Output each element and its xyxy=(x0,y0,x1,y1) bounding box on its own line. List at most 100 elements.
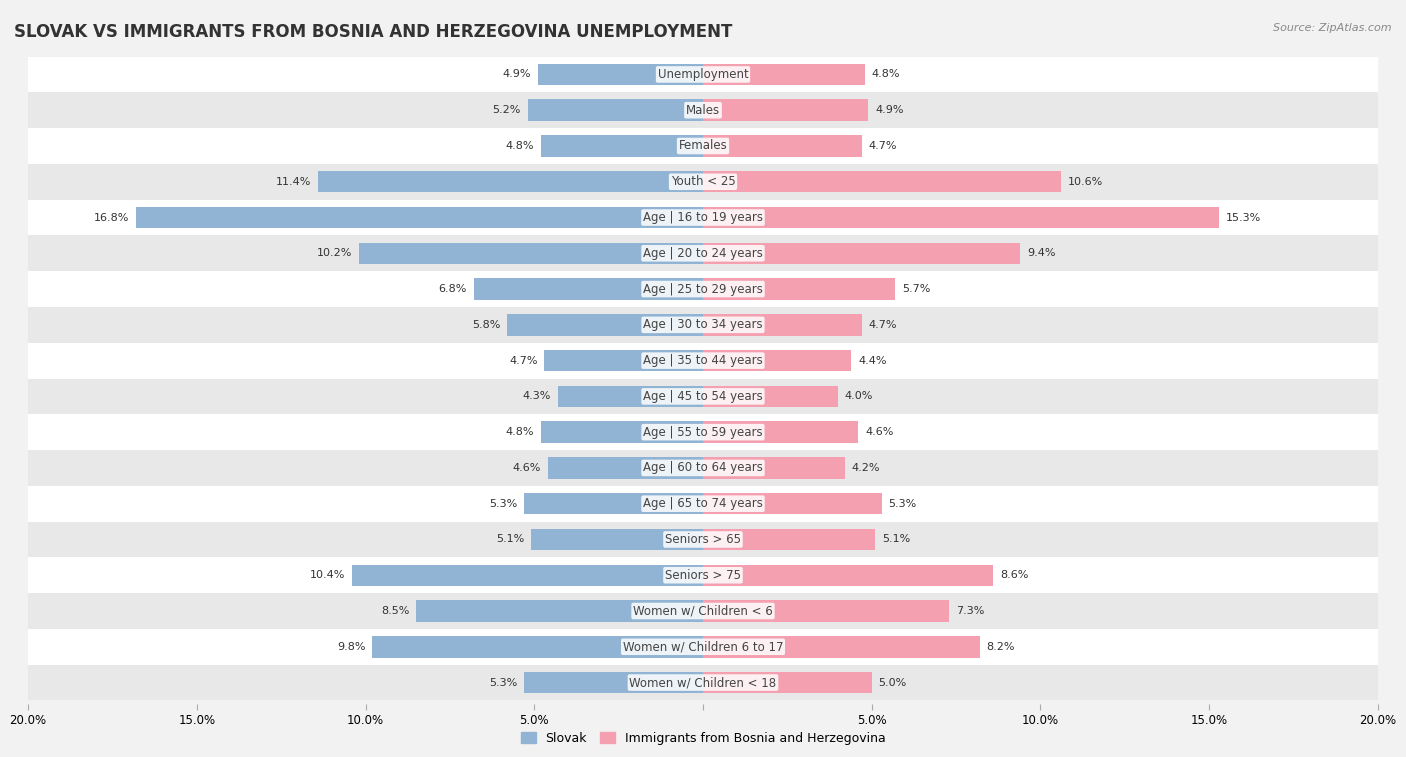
Bar xyxy=(416,600,703,621)
Text: Women w/ Children < 6: Women w/ Children < 6 xyxy=(633,605,773,618)
Text: Women w/ Children 6 to 17: Women w/ Children 6 to 17 xyxy=(623,640,783,653)
Text: Seniors > 75: Seniors > 75 xyxy=(665,569,741,581)
Text: 4.6%: 4.6% xyxy=(513,463,541,473)
Bar xyxy=(28,414,1378,450)
Bar xyxy=(28,557,1378,593)
Bar xyxy=(703,99,869,121)
Bar xyxy=(558,385,703,407)
Text: Age | 60 to 64 years: Age | 60 to 64 years xyxy=(643,462,763,475)
Bar xyxy=(537,64,703,86)
Text: Age | 30 to 34 years: Age | 30 to 34 years xyxy=(643,319,763,332)
Bar xyxy=(541,136,703,157)
Text: 5.3%: 5.3% xyxy=(489,499,517,509)
Text: 9.8%: 9.8% xyxy=(337,642,366,652)
Text: Age | 25 to 29 years: Age | 25 to 29 years xyxy=(643,282,763,295)
Bar xyxy=(703,636,980,658)
Bar xyxy=(28,629,1378,665)
Bar xyxy=(28,307,1378,343)
Bar xyxy=(548,457,703,478)
Text: 5.1%: 5.1% xyxy=(882,534,910,544)
Text: 4.7%: 4.7% xyxy=(869,320,897,330)
Text: 4.7%: 4.7% xyxy=(509,356,537,366)
Text: 4.9%: 4.9% xyxy=(502,70,531,79)
Text: 4.7%: 4.7% xyxy=(869,141,897,151)
Bar xyxy=(703,350,852,372)
Legend: Slovak, Immigrants from Bosnia and Herzegovina: Slovak, Immigrants from Bosnia and Herze… xyxy=(516,727,890,750)
Text: 15.3%: 15.3% xyxy=(1226,213,1261,223)
Text: 7.3%: 7.3% xyxy=(956,606,984,616)
Text: 16.8%: 16.8% xyxy=(94,213,129,223)
Bar xyxy=(28,450,1378,486)
Text: SLOVAK VS IMMIGRANTS FROM BOSNIA AND HERZEGOVINA UNEMPLOYMENT: SLOVAK VS IMMIGRANTS FROM BOSNIA AND HER… xyxy=(14,23,733,41)
Text: 5.7%: 5.7% xyxy=(903,284,931,294)
Bar xyxy=(28,486,1378,522)
Text: 5.8%: 5.8% xyxy=(472,320,501,330)
Bar xyxy=(28,92,1378,128)
Text: Youth < 25: Youth < 25 xyxy=(671,176,735,188)
Bar xyxy=(28,57,1378,92)
Text: Age | 65 to 74 years: Age | 65 to 74 years xyxy=(643,497,763,510)
Text: Age | 55 to 59 years: Age | 55 to 59 years xyxy=(643,425,763,438)
Text: 8.5%: 8.5% xyxy=(381,606,409,616)
Text: 10.2%: 10.2% xyxy=(316,248,352,258)
Bar xyxy=(28,200,1378,235)
Bar xyxy=(703,422,858,443)
Bar xyxy=(524,671,703,693)
Bar xyxy=(703,457,845,478)
Bar xyxy=(28,378,1378,414)
Bar xyxy=(527,99,703,121)
Text: 4.8%: 4.8% xyxy=(506,427,534,437)
Text: 6.8%: 6.8% xyxy=(439,284,467,294)
Bar xyxy=(703,671,872,693)
Text: 5.0%: 5.0% xyxy=(879,678,907,687)
Text: 4.6%: 4.6% xyxy=(865,427,893,437)
Bar xyxy=(28,235,1378,271)
Text: 11.4%: 11.4% xyxy=(276,177,312,187)
Text: 5.3%: 5.3% xyxy=(889,499,917,509)
Text: Seniors > 65: Seniors > 65 xyxy=(665,533,741,546)
Text: Unemployment: Unemployment xyxy=(658,68,748,81)
Text: 4.0%: 4.0% xyxy=(845,391,873,401)
Text: 4.3%: 4.3% xyxy=(523,391,551,401)
Bar xyxy=(524,493,703,515)
Bar xyxy=(28,343,1378,378)
Bar xyxy=(318,171,703,192)
Bar xyxy=(541,422,703,443)
Text: Males: Males xyxy=(686,104,720,117)
Text: Source: ZipAtlas.com: Source: ZipAtlas.com xyxy=(1274,23,1392,33)
Bar xyxy=(703,242,1021,264)
Bar xyxy=(28,271,1378,307)
Bar xyxy=(703,565,993,586)
Text: Females: Females xyxy=(679,139,727,152)
Bar xyxy=(531,528,703,550)
Text: 4.2%: 4.2% xyxy=(852,463,880,473)
Bar xyxy=(703,600,949,621)
Bar xyxy=(508,314,703,335)
Bar xyxy=(703,385,838,407)
Bar xyxy=(703,207,1219,229)
Bar xyxy=(352,565,703,586)
Text: Age | 16 to 19 years: Age | 16 to 19 years xyxy=(643,211,763,224)
Bar xyxy=(28,593,1378,629)
Text: 10.4%: 10.4% xyxy=(309,570,346,580)
Bar xyxy=(703,493,882,515)
Text: 4.8%: 4.8% xyxy=(506,141,534,151)
Bar xyxy=(474,279,703,300)
Bar xyxy=(373,636,703,658)
Bar xyxy=(703,528,875,550)
Text: 5.3%: 5.3% xyxy=(489,678,517,687)
Bar xyxy=(28,665,1378,700)
Text: Age | 35 to 44 years: Age | 35 to 44 years xyxy=(643,354,763,367)
Text: 4.9%: 4.9% xyxy=(875,105,904,115)
Bar xyxy=(703,136,862,157)
Text: Women w/ Children < 18: Women w/ Children < 18 xyxy=(630,676,776,689)
Bar xyxy=(136,207,703,229)
Bar xyxy=(703,64,865,86)
Text: Age | 45 to 54 years: Age | 45 to 54 years xyxy=(643,390,763,403)
Text: 5.2%: 5.2% xyxy=(492,105,520,115)
Text: 9.4%: 9.4% xyxy=(1026,248,1056,258)
Text: 4.8%: 4.8% xyxy=(872,70,900,79)
Bar xyxy=(544,350,703,372)
Bar xyxy=(703,171,1060,192)
Text: 5.1%: 5.1% xyxy=(496,534,524,544)
